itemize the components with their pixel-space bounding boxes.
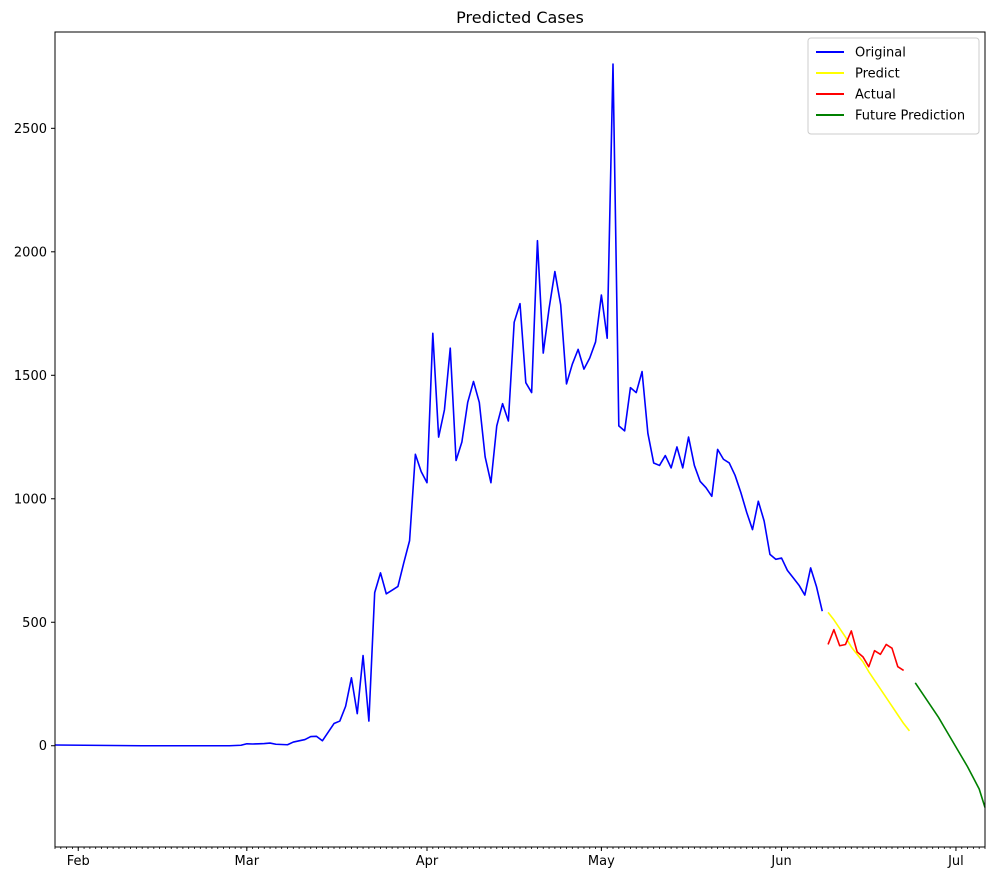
- x-tick-label: Mar: [235, 854, 260, 869]
- y-tick-label: 2000: [14, 245, 47, 260]
- x-tick-label: Feb: [67, 854, 90, 869]
- y-tick-label: 2500: [14, 122, 47, 137]
- legend-label: Predict: [855, 67, 900, 82]
- y-tick-label: 1500: [14, 369, 47, 384]
- series-line-future-prediction: [914, 682, 986, 808]
- legend: Original Predict Actual Future Prediction: [807, 37, 980, 135]
- legend-box: [807, 37, 980, 135]
- x-tick-label: Jul: [947, 854, 964, 869]
- y-tick-label: 0: [39, 739, 47, 754]
- x-tick-label: May: [588, 854, 615, 869]
- legend-label: Future Prediction: [855, 109, 965, 124]
- y-tick-label: 500: [22, 616, 47, 631]
- series-line-actual: [827, 628, 905, 672]
- y-tick-label: 1000: [14, 492, 47, 507]
- series-line-original: [54, 63, 824, 747]
- series-line-predict: [827, 611, 911, 732]
- chart-title: Predicted Cases: [456, 8, 584, 27]
- x-tick-label: Jun: [770, 854, 791, 869]
- legend-label: Actual: [855, 88, 896, 103]
- legend-label: Original: [855, 46, 906, 61]
- x-tick-label: Apr: [416, 854, 439, 869]
